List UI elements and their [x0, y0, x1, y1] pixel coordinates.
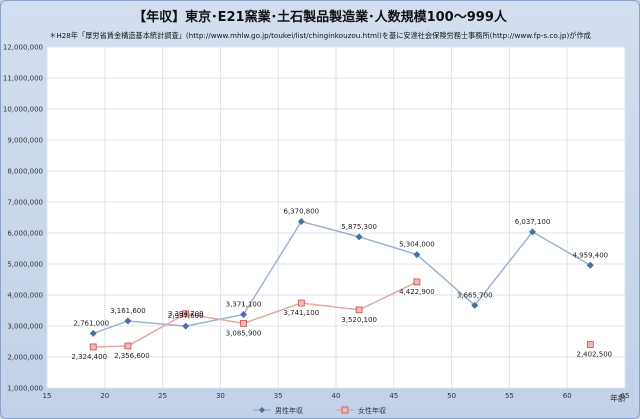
male-data-label: 3,371,100 — [226, 300, 262, 308]
male-data-label: 5,304,000 — [399, 241, 435, 249]
y-tick-label: 6,000,000 — [7, 230, 43, 238]
legend-female-marker — [341, 406, 349, 414]
chart-title: 【年収】東京･E21窯業･土石製品製造業･人数規模100～999人 — [133, 10, 507, 25]
y-axis-ticks: 1,000,000 2,000,000 3,000,000 4,000,000 5,00… — [3, 44, 43, 393]
male-data-point — [529, 228, 537, 236]
male-data-label: 6,370,800 — [283, 208, 319, 216]
y-tick-label: 9,000,000 — [7, 137, 43, 145]
male-data-point — [240, 310, 248, 318]
x-axis-ticks: 15 20 25 30 35 40 45 50 55 60 65 — [43, 392, 630, 400]
chart-subtitle: ＊H28年「厚労省賃金構造基本統計調査」(http://www.mhlw.go.… — [49, 31, 591, 40]
x-tick-label: 60 — [563, 392, 572, 400]
female-data-label: 2,356,600 — [114, 352, 150, 360]
x-tick-label: 20 — [100, 392, 109, 400]
y-tick-label: 7,000,000 — [7, 199, 43, 207]
legend: 男性年収 女性年収 — [253, 406, 386, 415]
legend-male-marker — [259, 407, 265, 413]
legend-male-label: 男性年収 — [275, 406, 303, 415]
male-data-label: 3,161,600 — [110, 307, 146, 315]
male-data-label: 4,959,400 — [572, 251, 608, 259]
female-data-label: 3,085,900 — [226, 329, 262, 337]
x-axis-title: 年齢 — [610, 393, 626, 403]
x-tick-label: 40 — [332, 392, 341, 400]
male-data-point — [124, 317, 132, 325]
female-data-label: 3,394,700 — [168, 310, 204, 318]
female-data-label: 3,520,100 — [341, 316, 377, 324]
male-series-line — [92, 220, 591, 335]
female-data-label: 3,741,100 — [283, 309, 319, 317]
male-data-label: 3,665,700 — [457, 291, 493, 299]
male-data-label: 6,037,100 — [515, 218, 551, 226]
y-tick-label: 12,000,000 — [3, 44, 43, 52]
male-data-point — [355, 233, 363, 241]
female-data-point — [413, 278, 421, 286]
female-data-point — [182, 310, 190, 318]
male-data-point — [471, 301, 479, 309]
y-tick-label: 4,000,000 — [7, 292, 43, 300]
male-data-point — [89, 329, 97, 337]
x-tick-label: 65 — [621, 392, 630, 400]
x-tick-label: 25 — [158, 392, 167, 400]
x-tick-label: 15 — [43, 392, 52, 400]
x-tick-label: 55 — [505, 392, 514, 400]
y-tick-label: 8,000,000 — [7, 168, 43, 176]
x-tick-label: 50 — [447, 392, 456, 400]
y-tick-label: 11,000,000 — [3, 75, 43, 83]
y-tick-label: 1,000,000 — [7, 385, 43, 393]
female-data-point — [355, 306, 363, 314]
female-data-point — [297, 299, 305, 307]
female-data-label: 2,324,400 — [71, 353, 107, 361]
female-data-label: 4,422,900 — [399, 288, 435, 296]
legend-female-label: 女性年収 — [358, 406, 386, 415]
y-tick-label: 5,000,000 — [7, 261, 43, 269]
female-data-point — [124, 342, 132, 350]
x-tick-label: 45 — [389, 392, 398, 400]
y-tick-label: 3,000,000 — [7, 323, 43, 331]
x-tick-label: 30 — [216, 392, 225, 400]
y-tick-label: 10,000,000 — [3, 106, 43, 114]
male-data-point — [182, 322, 190, 330]
male-data-label: 5,875,300 — [341, 223, 377, 231]
male-data-label: 2,997,600 — [168, 312, 204, 320]
female-data-point — [586, 341, 594, 348]
series-markers — [89, 218, 594, 351]
male-data-point — [586, 261, 594, 269]
male-data-point — [297, 218, 305, 226]
grid-lines — [46, 46, 626, 389]
female-data-point — [89, 343, 97, 351]
female-data-point — [240, 319, 247, 327]
y-tick-label: 2,000,000 — [7, 354, 43, 362]
x-tick-label: 35 — [274, 392, 283, 400]
female-data-label: 2,402,500 — [576, 351, 612, 359]
male-data-point — [413, 251, 421, 259]
male-data-label: 2,761,000 — [73, 319, 109, 327]
